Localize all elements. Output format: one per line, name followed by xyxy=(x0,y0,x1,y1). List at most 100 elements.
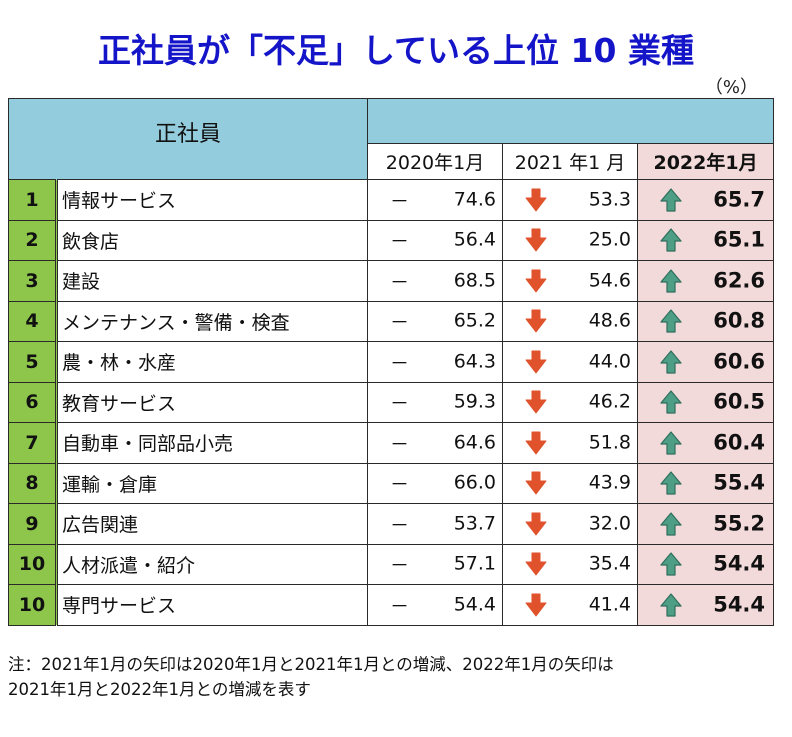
value-2022: 54.4 xyxy=(713,592,766,617)
industry-cell: 飲食店 xyxy=(55,219,369,261)
value-2020: 56.4 xyxy=(453,228,497,251)
value-2020: 57.1 xyxy=(453,552,497,575)
table-row: 2 飲食店 － 56.4 25.0 65.1 xyxy=(8,219,775,261)
industry-cell: 自動車・同部品小売 xyxy=(55,422,369,464)
arrow-down-icon xyxy=(523,308,549,334)
value-2021: 32.0 xyxy=(588,512,632,535)
value-2021: 48.6 xyxy=(588,309,632,332)
dash-mark: － xyxy=(390,392,410,415)
value-2022: 60.4 xyxy=(713,430,766,455)
rank-cell: 2 xyxy=(8,219,58,261)
value-2022-cell: 65.1 xyxy=(637,219,775,261)
table-row: 5 農・林・水産 － 64.3 44.0 60.6 xyxy=(8,341,775,383)
value-2020: 54.4 xyxy=(453,593,497,616)
industry-cell: 人材派遣・紹介 xyxy=(55,543,369,585)
rank-cell: 8 xyxy=(8,462,58,504)
table-row: 7 自動車・同部品小売 － 64.6 51.8 60.4 xyxy=(8,422,775,464)
value-2021-cell: 41.4 xyxy=(502,584,639,626)
table-row: 4 メンテナンス・警備・検査 － 65.2 48.6 60.8 xyxy=(8,300,775,342)
dash-mark: － xyxy=(390,433,410,456)
dash-mark: － xyxy=(390,311,410,334)
arrow-down-icon xyxy=(523,511,549,537)
industry-cell: 専門サービス xyxy=(55,584,369,626)
arrow-down-icon xyxy=(523,470,549,496)
value-2020: 68.5 xyxy=(453,269,497,292)
value-2021: 53.3 xyxy=(588,188,632,211)
rank-cell: 3 xyxy=(8,260,58,302)
value-2022-cell: 55.4 xyxy=(637,462,775,504)
value-2020-cell: － 68.5 xyxy=(367,260,504,302)
value-2020-cell: － 59.3 xyxy=(367,381,504,423)
dash-mark: － xyxy=(390,595,410,618)
value-2022: 60.8 xyxy=(713,308,766,333)
value-2020-cell: － 64.6 xyxy=(367,422,504,464)
value-2022-cell: 60.6 xyxy=(637,341,775,383)
industry-cell: 教育サービス xyxy=(55,381,369,423)
footnote-line-2: 2021年1月と2022年1月との増減を表す xyxy=(8,680,311,699)
rank-cell: 6 xyxy=(8,381,58,423)
rank-cell: 7 xyxy=(8,422,58,464)
column-header-2021: 2021 年1 月 xyxy=(502,143,639,180)
column-header-2020: 2020年1月 xyxy=(367,143,504,180)
industry-cell: 建設 xyxy=(55,260,369,302)
corner-header: 正社員 xyxy=(7,98,369,180)
column-header-2022: 2022年1月 xyxy=(637,143,775,180)
value-2022: 60.5 xyxy=(713,389,766,414)
value-2020-cell: － 53.7 xyxy=(367,503,504,545)
value-2021-cell: 54.6 xyxy=(502,260,639,302)
value-2020: 66.0 xyxy=(453,471,497,494)
industry-cell: メンテナンス・警備・検査 xyxy=(55,300,369,342)
industry-cell: 農・林・水産 xyxy=(55,341,369,383)
value-2022-cell: 55.2 xyxy=(637,503,775,545)
value-2021: 25.0 xyxy=(588,228,632,251)
arrow-down-icon xyxy=(523,592,549,618)
value-2021: 43.9 xyxy=(588,471,632,494)
arrow-up-icon xyxy=(658,187,684,213)
value-2022-cell: 60.8 xyxy=(637,300,775,342)
arrow-down-icon xyxy=(523,349,549,375)
rank-cell: 4 xyxy=(8,300,58,342)
value-2021-cell: 51.8 xyxy=(502,422,639,464)
value-2022: 62.6 xyxy=(713,268,766,293)
rank-cell: 9 xyxy=(8,503,58,545)
arrow-up-icon xyxy=(658,389,684,415)
value-2022-cell: 60.5 xyxy=(637,381,775,423)
rank-cell: 10 xyxy=(8,584,58,626)
arrow-up-icon xyxy=(658,268,684,294)
value-2022-cell: 62.6 xyxy=(637,260,775,302)
arrow-up-icon xyxy=(658,227,684,253)
value-2020: 64.3 xyxy=(453,350,497,373)
rank-cell: 1 xyxy=(8,179,58,221)
arrow-up-icon xyxy=(658,430,684,456)
arrow-up-icon xyxy=(658,551,684,577)
value-2021: 46.2 xyxy=(588,390,632,413)
table-row: 3 建設 － 68.5 54.6 62.6 xyxy=(8,260,775,302)
value-2022: 65.7 xyxy=(713,187,766,212)
arrow-up-icon xyxy=(658,470,684,496)
value-2022-cell: 54.4 xyxy=(637,584,775,626)
page-title: 正社員が「不足」している上位 10 業種 xyxy=(98,31,694,70)
dash-mark: － xyxy=(390,554,410,577)
value-2022-cell: 65.7 xyxy=(637,179,775,221)
value-2021-cell: 46.2 xyxy=(502,381,639,423)
value-2020: 59.3 xyxy=(453,390,497,413)
arrow-down-icon xyxy=(523,389,549,415)
arrow-up-icon xyxy=(658,349,684,375)
ranking-table: 正社員 2020年1月 2021 年1 月 2022年1月 1 情報サービス －… xyxy=(7,98,775,626)
unit-label: （%） xyxy=(704,77,758,98)
footnote: 注：2021年1月の矢印は2020年1月と2021年1月との増減、2022年1月… xyxy=(8,652,788,702)
value-2021: 41.4 xyxy=(588,593,632,616)
value-2020: 65.2 xyxy=(453,309,497,332)
dash-mark: － xyxy=(390,514,410,537)
value-2021-cell: 35.4 xyxy=(502,543,639,585)
rank-cell: 5 xyxy=(8,341,58,383)
arrow-up-icon xyxy=(658,592,684,618)
dash-mark: － xyxy=(390,190,410,213)
value-2021-cell: 25.0 xyxy=(502,219,639,261)
value-2021-cell: 32.0 xyxy=(502,503,639,545)
value-2021: 54.6 xyxy=(588,269,632,292)
table-row: 10 専門サービス － 54.4 41.4 54.4 xyxy=(8,584,775,626)
table-row: 10 人材派遣・紹介 － 57.1 35.4 54.4 xyxy=(8,543,775,585)
dash-mark: － xyxy=(390,271,410,294)
dash-mark: － xyxy=(390,230,410,253)
